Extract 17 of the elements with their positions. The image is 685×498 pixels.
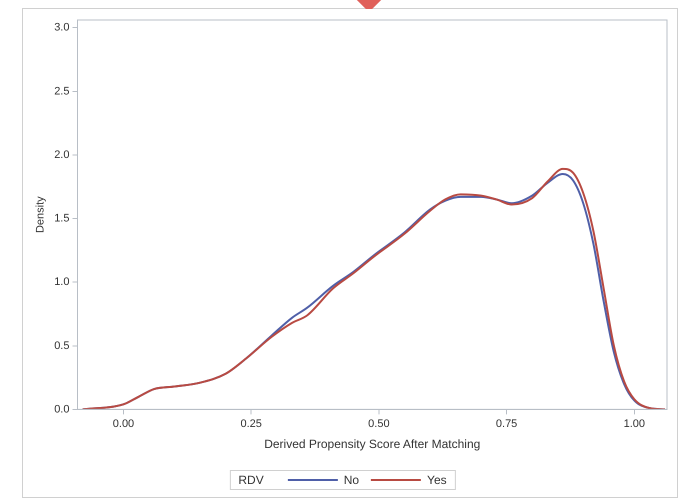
y-axis-title: Density bbox=[34, 196, 47, 234]
y-tick-label: 1.5 bbox=[54, 212, 70, 225]
legend-label: Yes bbox=[427, 473, 447, 487]
y-tick-label: 2.5 bbox=[54, 85, 70, 98]
x-tick-label: 0.25 bbox=[240, 418, 262, 430]
y-tick-label: 3.0 bbox=[54, 22, 70, 34]
y-tick-label: 0.5 bbox=[54, 340, 70, 352]
x-axis-title: Derived Propensity Score After Matching bbox=[264, 437, 480, 452]
x-tick-label: 0.50 bbox=[368, 418, 390, 430]
x-tick-label: 0.00 bbox=[112, 418, 134, 430]
legend-title: RDV bbox=[238, 473, 264, 487]
y-tick-label: 0.0 bbox=[54, 403, 70, 416]
y-tick-label: 2.0 bbox=[54, 148, 70, 161]
x-tick-label: 1.00 bbox=[624, 418, 646, 430]
x-tick-label: 0.75 bbox=[496, 418, 518, 430]
legend-label: No bbox=[344, 473, 360, 487]
y-tick-label: 1.0 bbox=[54, 276, 70, 288]
